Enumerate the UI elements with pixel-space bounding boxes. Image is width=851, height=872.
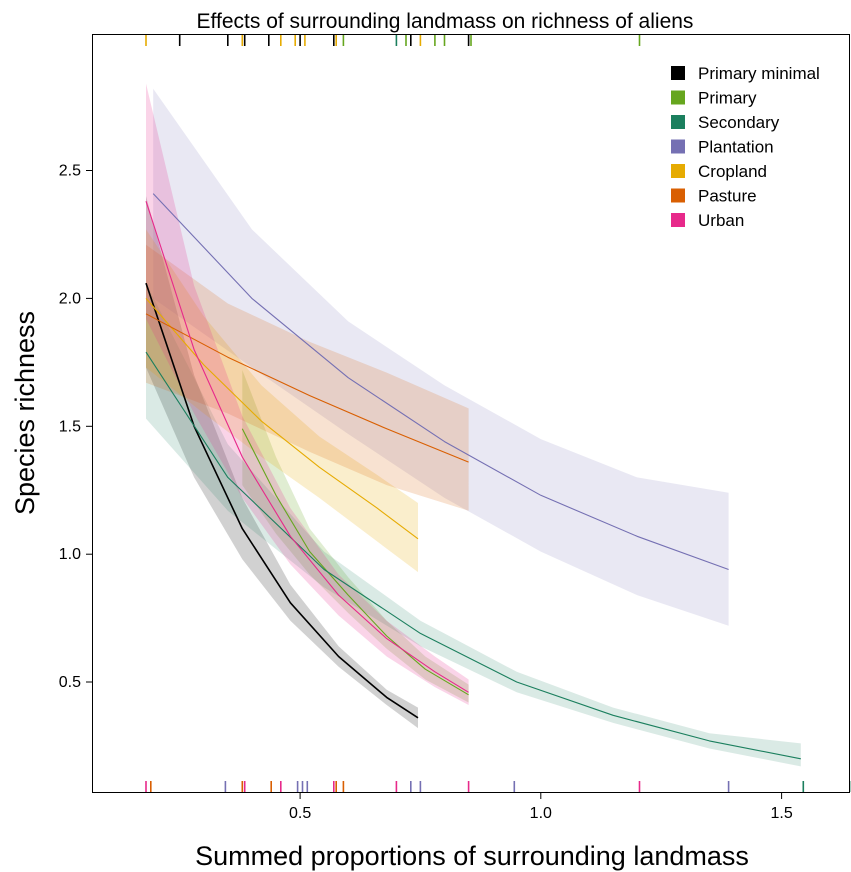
band-primary bbox=[242, 370, 469, 703]
plot-frame bbox=[92, 34, 850, 793]
band-pasture bbox=[146, 244, 469, 511]
line-cropland bbox=[145, 298, 419, 540]
legend: Primary minimal Primary Secondary Plantatio… bbox=[671, 64, 820, 230]
legend-swatch-secondary bbox=[671, 115, 685, 129]
y-tick-label: 2.5 bbox=[59, 163, 81, 180]
rug-top bbox=[145, 35, 641, 46]
band-urban bbox=[146, 83, 469, 706]
x-tick-label: 0.5 bbox=[289, 805, 311, 822]
line-plantation bbox=[152, 193, 729, 571]
y-tick-label: 0.5 bbox=[59, 674, 81, 691]
line-urban bbox=[145, 201, 469, 693]
band-primary-minimal bbox=[146, 196, 418, 729]
series-lines bbox=[145, 193, 801, 760]
legend-label-cropland: Cropland bbox=[698, 162, 767, 181]
legend-label-pasture: Pasture bbox=[698, 187, 757, 206]
x-tick-label: 1.5 bbox=[770, 805, 792, 822]
line-secondary bbox=[145, 351, 801, 760]
chart-title: Effects of surrounding landmass on richn… bbox=[197, 10, 694, 33]
line-pasture bbox=[145, 313, 469, 463]
legend-label-urban: Urban bbox=[698, 211, 744, 230]
legend-swatch-primary-minimal bbox=[671, 66, 685, 80]
x-axis-label: Summed proportions of surrounding landma… bbox=[195, 841, 749, 871]
y-tick-label: 2.0 bbox=[59, 290, 81, 307]
y-tick-label: 1.0 bbox=[59, 546, 81, 563]
band-cropland bbox=[146, 229, 418, 573]
y-axis-label: Species richness bbox=[10, 311, 40, 515]
legend-swatch-cropland bbox=[671, 164, 685, 178]
legend-swatch-urban bbox=[671, 213, 685, 227]
legend-label-primary-minimal: Primary minimal bbox=[698, 64, 820, 83]
x-tick-label: 1.0 bbox=[530, 805, 552, 822]
y-tick-label: 1.5 bbox=[59, 418, 81, 435]
legend-swatch-pasture bbox=[671, 188, 685, 203]
legend-label-primary: Primary bbox=[698, 89, 757, 108]
legend-label-plantation: Plantation bbox=[698, 138, 774, 157]
legend-swatch-plantation bbox=[671, 139, 685, 154]
rug-bottom bbox=[145, 781, 851, 792]
legend-label-secondary: Secondary bbox=[698, 113, 780, 132]
band-plantation bbox=[153, 88, 729, 626]
line-primary bbox=[241, 428, 469, 696]
y-axis: 0.5 1.0 1.5 2.0 2.5 bbox=[59, 163, 93, 691]
x-axis: 0.5 1.0 1.5 bbox=[289, 792, 793, 822]
legend-swatch-primary bbox=[671, 90, 685, 105]
